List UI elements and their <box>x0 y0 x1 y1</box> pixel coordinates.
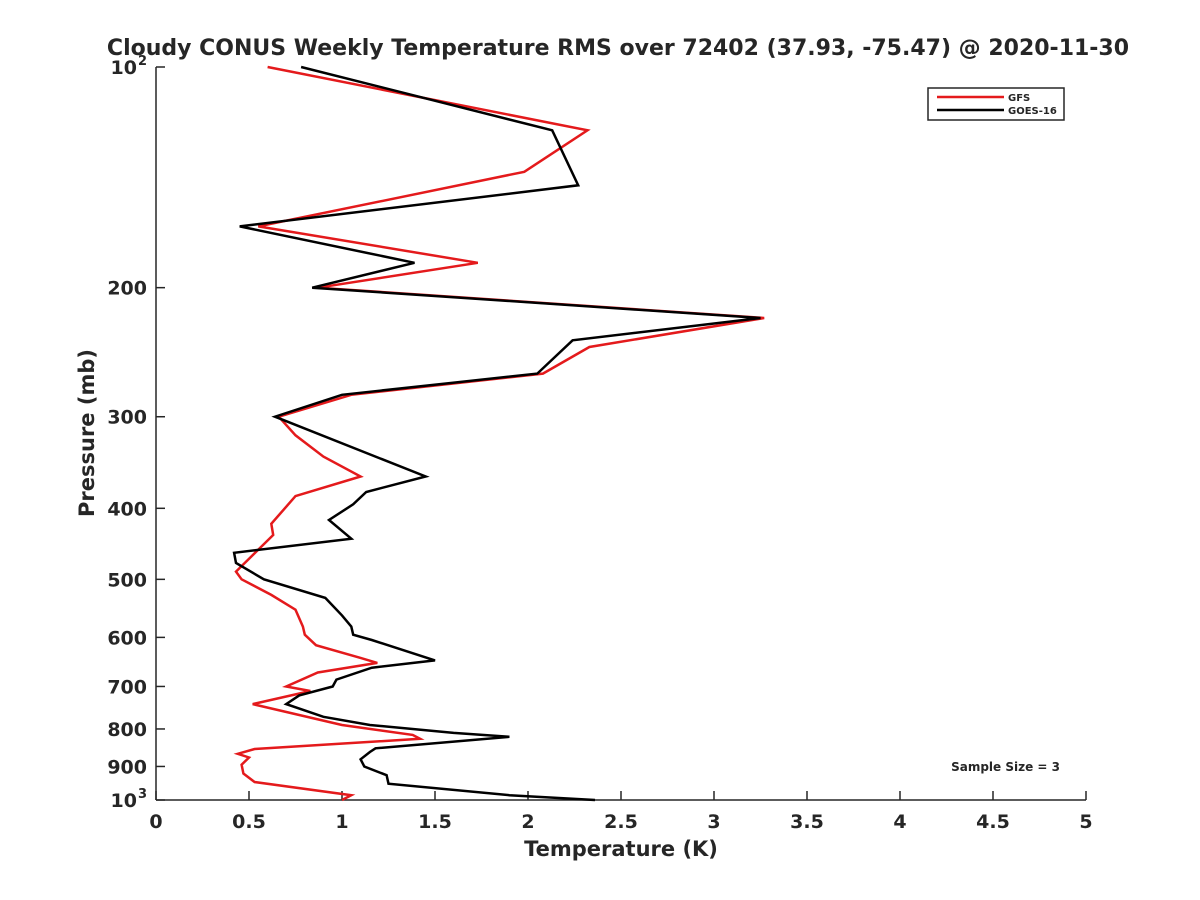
y-tick-label: 400 <box>107 498 147 520</box>
x-tick-label: 2.5 <box>604 811 638 833</box>
series-line-goes-16 <box>232 65 761 802</box>
series-lines <box>232 65 765 802</box>
y-tick-label: 300 <box>107 407 147 429</box>
legend-box <box>927 87 1065 121</box>
x-tick-label: 1 <box>335 811 348 833</box>
chart-title: Cloudy CONUS Weekly Temperature RMS over… <box>107 36 1129 61</box>
x-tick-label: 0.5 <box>232 811 266 833</box>
y-tick-label: 500 <box>107 569 147 591</box>
x-ticks: 0 0.5 1 1.5 2 2.5 3 3.5 4 4.5 5 <box>149 791 1093 833</box>
y-axis-label: Pressure (mb) <box>75 349 99 517</box>
x-tick-label: 3 <box>707 811 720 833</box>
legend-label-gfs: GFS <box>1008 93 1030 104</box>
y-tick-label: 700 <box>107 676 147 698</box>
plot-area <box>156 67 1086 800</box>
series-line-gfs <box>233 65 765 802</box>
y-tick-label-exponent: 2 <box>138 54 147 69</box>
x-tick-label: 1.5 <box>418 811 452 833</box>
x-tick-label: 4 <box>893 811 906 833</box>
y-tick-label: 800 <box>107 719 147 741</box>
x-tick-label: 2 <box>521 811 534 833</box>
x-tick-label: 4.5 <box>976 811 1010 833</box>
y-tick-label-base: 10 <box>111 790 137 812</box>
legend-label-goes-16: GOES-16 <box>1008 106 1057 117</box>
y-tick-label-exponent: 3 <box>138 787 147 802</box>
x-tick-label: 5 <box>1079 811 1092 833</box>
x-axis-label: Temperature (K) <box>524 837 718 861</box>
y-tick-label: 200 <box>107 278 147 300</box>
y-tick-label: 600 <box>107 627 147 649</box>
y-tick-label: 900 <box>107 756 147 778</box>
x-tick-label: 3.5 <box>790 811 824 833</box>
sample-size-annotation: Sample Size = 3 <box>951 760 1060 774</box>
legend: GFS GOES-16 <box>927 87 1065 121</box>
x-tick-label: 0 <box>149 811 162 833</box>
y-tick-label-base: 10 <box>111 57 137 79</box>
